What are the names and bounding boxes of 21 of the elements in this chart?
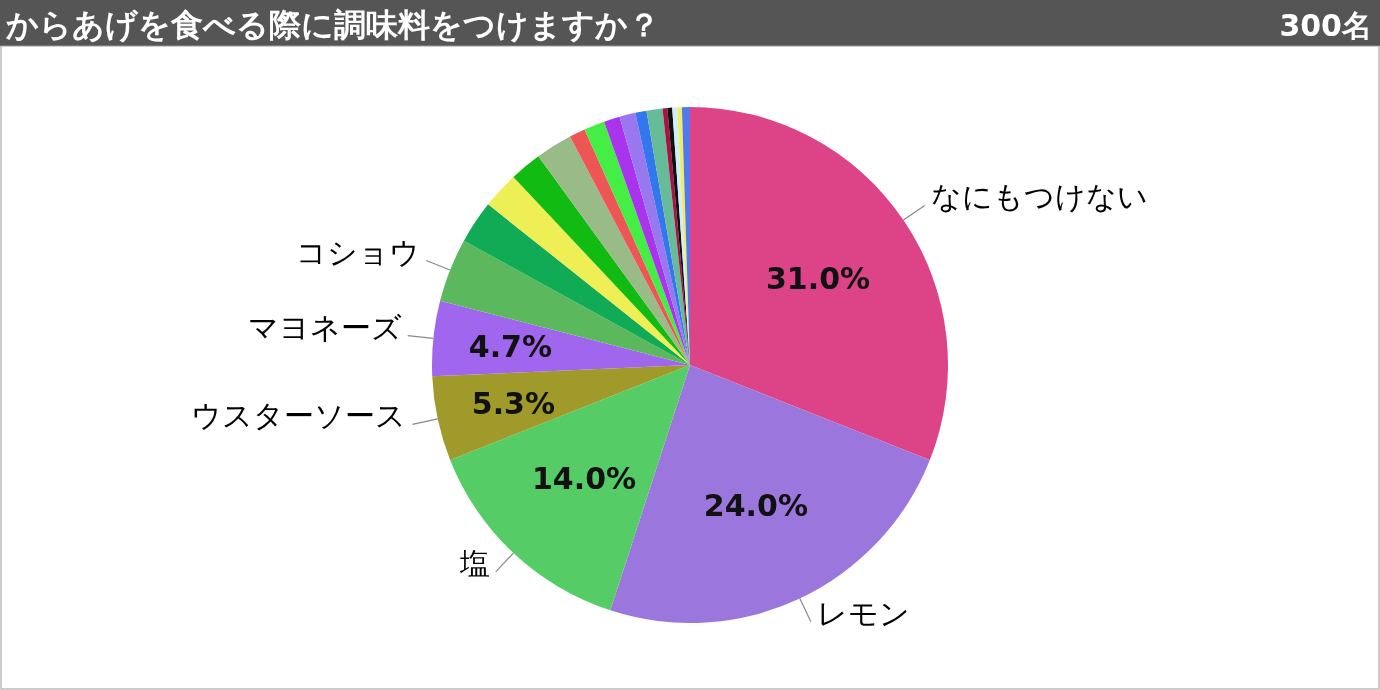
slice-label: なにもつけない bbox=[930, 179, 1148, 215]
pie-slice bbox=[635, 110, 690, 365]
pie-slice bbox=[432, 300, 690, 377]
pie-slice bbox=[432, 365, 690, 460]
slice-label: レモン bbox=[816, 595, 910, 631]
pie-slice bbox=[450, 365, 690, 611]
data-label: 14.0% bbox=[531, 460, 637, 496]
data-label: 24.0% bbox=[703, 488, 808, 524]
slice-label: マヨネーズ bbox=[247, 309, 402, 345]
slice-label: 塩 bbox=[458, 545, 490, 581]
data-label: 4.7% bbox=[468, 329, 552, 365]
pie-slice bbox=[604, 116, 690, 365]
text: 300名 bbox=[1279, 8, 1372, 43]
slice-label: コショウ bbox=[296, 234, 421, 270]
pie-slice bbox=[463, 204, 690, 365]
data-label: 5.3% bbox=[471, 385, 555, 421]
slice-label: ウスターソース bbox=[191, 398, 407, 434]
pie-slice bbox=[646, 108, 690, 365]
chart-title: からあげを食べる際に調味料をつけますか？ bbox=[5, 6, 660, 44]
data-label: 31.0% bbox=[765, 260, 871, 296]
pie-slice bbox=[440, 240, 690, 365]
